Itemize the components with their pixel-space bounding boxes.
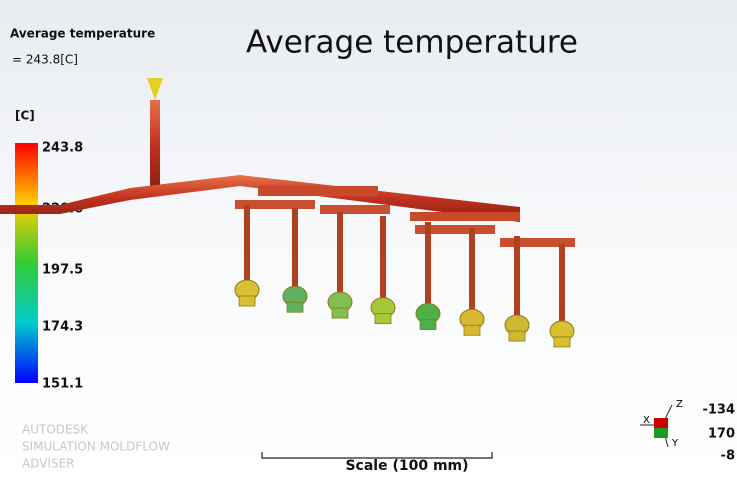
watermark: ADVISER xyxy=(22,457,75,471)
part xyxy=(469,228,475,314)
watermark: SIMULATION MOLDFLOW xyxy=(22,440,170,454)
part xyxy=(238,295,256,307)
triad-label: Y xyxy=(671,438,679,449)
triad-label: X xyxy=(643,415,650,426)
part xyxy=(374,313,392,325)
triad-label: Z xyxy=(676,399,683,410)
legend-tick: 197.5 xyxy=(42,263,83,278)
part xyxy=(514,236,520,321)
coordinate: -8 xyxy=(721,449,735,464)
part xyxy=(419,319,437,330)
part xyxy=(553,336,571,348)
color-scale xyxy=(15,143,38,383)
scale-label: Scale (100 mm) xyxy=(345,458,468,474)
header-label: Average temperature xyxy=(10,27,155,41)
legend-tick: 151.1 xyxy=(42,377,83,392)
part xyxy=(463,324,481,336)
part xyxy=(508,330,526,342)
part xyxy=(559,244,565,328)
legend-tick: 243.8 xyxy=(42,141,83,156)
legend-unit: [C] xyxy=(15,109,35,123)
coordinate: 170 xyxy=(708,427,735,442)
header-value: = 243.8[C] xyxy=(12,53,78,67)
scale-bar xyxy=(261,452,493,459)
title: Average temperature xyxy=(246,25,578,61)
coordinate: -134 xyxy=(702,403,735,418)
part xyxy=(425,222,431,308)
part xyxy=(244,205,250,280)
part xyxy=(292,208,298,288)
watermark: AUTODESK xyxy=(22,423,89,437)
runner-system xyxy=(0,78,575,247)
part xyxy=(286,301,304,313)
part xyxy=(337,212,343,294)
axis-triad: X Y Z xyxy=(640,399,683,449)
part xyxy=(331,307,349,319)
parts xyxy=(234,205,575,348)
part xyxy=(380,216,386,301)
legend-tick: 174.3 xyxy=(42,320,83,335)
